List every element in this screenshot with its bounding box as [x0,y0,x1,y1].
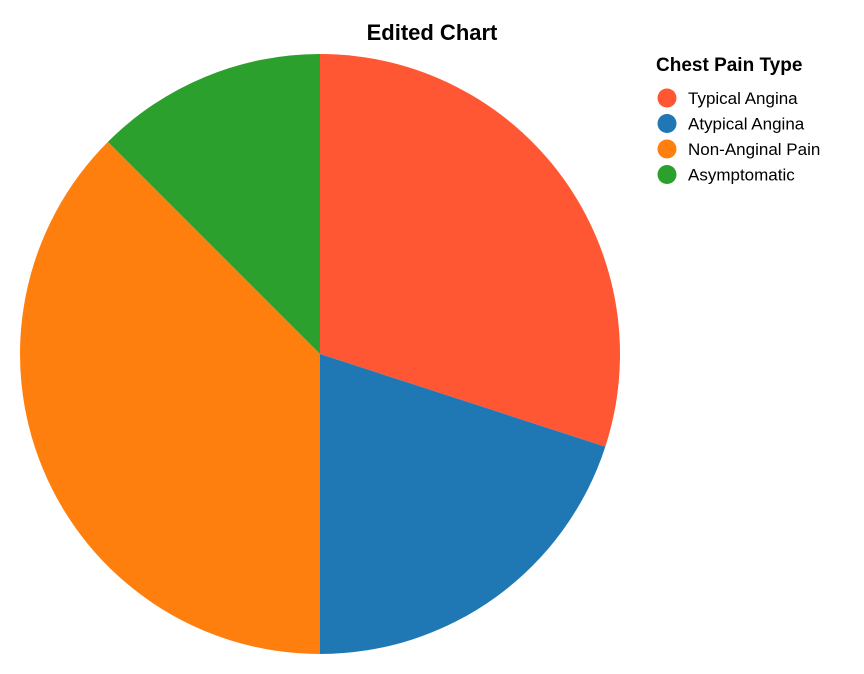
legend-items: Typical Angina Atypical Angina Non-Anginal… [657,88,820,185]
legend: Chest Pain Type Typical Angina Atypical A… [656,55,820,185]
legend-title: Chest Pain Type [656,55,802,76]
legend-label: Non-Anginal Pain [688,140,820,159]
pie-slices [20,54,621,654]
legend-label: Typical Angina [688,89,798,108]
legend-item-non-anginal-pain: Non-Anginal Pain [657,139,820,159]
pie-slice-typical-angina [320,54,621,447]
legend-label: Asymptomatic [688,166,795,185]
legend-label: Atypical Angina [688,115,805,134]
legend-item-asymptomatic: Asymptomatic [657,165,795,185]
legend-swatch [657,114,677,133]
legend-item-typical-angina: Typical Angina [657,88,798,108]
pie-slice-asymptomatic [107,54,321,354]
pie-slice-non-anginal-pain [20,141,320,654]
legend-swatch [657,139,677,159]
legend-swatch [657,88,677,108]
pie-slice-atypical-angina [320,354,606,654]
legend-item-atypical-angina: Atypical Angina [657,114,805,134]
legend-swatch [657,165,677,184]
chart-title: Edited Chart [367,20,498,45]
